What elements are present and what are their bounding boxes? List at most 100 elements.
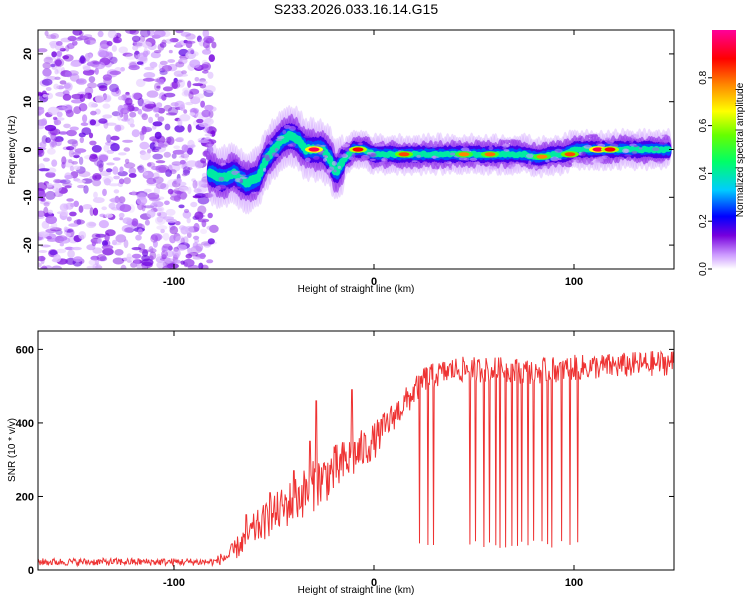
noise-blob — [150, 51, 161, 59]
noise-blob — [192, 256, 202, 260]
noise-blob — [94, 174, 102, 180]
ridge-speckle — [448, 166, 453, 170]
noise-blob — [92, 61, 101, 65]
noise-blob — [43, 206, 49, 215]
noise-blob — [92, 247, 103, 254]
noise-blob — [86, 40, 91, 45]
x-tick-label: 0 — [371, 276, 377, 288]
noise-blob — [201, 109, 211, 118]
noise-blob — [208, 54, 215, 62]
noise-blob — [141, 125, 147, 135]
noise-blob — [198, 122, 209, 127]
noise-blob — [70, 61, 82, 67]
noise-blob — [117, 96, 124, 101]
noise-blob — [47, 148, 56, 155]
noise-blob — [141, 102, 147, 111]
noise-blob — [73, 219, 86, 225]
noise-blob — [61, 104, 73, 110]
ridge-speckle — [464, 143, 469, 148]
noise-blob — [182, 210, 192, 219]
noise-blob — [207, 106, 217, 112]
noise-blob — [82, 204, 93, 210]
noise-blob — [165, 38, 173, 44]
noise-blob — [38, 182, 48, 191]
ridge-speckle — [656, 161, 664, 164]
ridge-speckle — [239, 174, 247, 177]
noise-blob — [202, 70, 209, 74]
noise-blob — [170, 81, 181, 89]
noise-blob — [183, 258, 195, 267]
noise-blob — [202, 150, 210, 157]
noise-blob — [97, 49, 107, 58]
noise-blob — [38, 48, 48, 53]
noise-blob — [162, 243, 172, 249]
noise-blob — [158, 164, 170, 173]
noise-blob — [136, 196, 148, 206]
ridge-speckle — [233, 186, 242, 189]
ridge-speckle — [508, 139, 517, 144]
noise-blob — [201, 264, 209, 269]
noise-blob — [181, 70, 187, 75]
noise-blob — [92, 263, 102, 269]
noise-blob — [103, 144, 110, 153]
y-tick-label: -10 — [22, 189, 34, 205]
noise-blob — [202, 30, 210, 38]
noise-blob — [165, 136, 172, 144]
noise-blob — [65, 45, 70, 52]
noise-blob — [49, 140, 55, 149]
noise-blob — [73, 256, 83, 263]
x-tick-label: 100 — [565, 276, 583, 288]
noise-blob — [137, 167, 147, 173]
noise-blob — [53, 254, 61, 263]
y-tick-label: 10 — [22, 96, 34, 108]
noise-blob — [171, 81, 179, 89]
noise-blob — [175, 235, 185, 244]
noise-blob — [147, 162, 152, 167]
noise-blob — [46, 236, 52, 240]
noise-blob — [56, 117, 65, 121]
x-tick-label: 0 — [371, 577, 377, 589]
noise-blob — [158, 78, 165, 85]
noise-blob — [109, 70, 121, 76]
spectrogram-x-axis-label: Height of straight line (km) — [298, 284, 415, 295]
ridge-speckle — [384, 161, 389, 165]
noise-blob — [46, 34, 57, 39]
noise-blob — [65, 109, 74, 118]
noise-blob — [152, 106, 159, 113]
noise-blob — [129, 30, 139, 35]
ridge-speckle — [630, 134, 640, 139]
noise-blob — [200, 64, 209, 69]
noise-blob — [44, 30, 49, 36]
noise-blob — [71, 93, 84, 100]
noise-blob — [41, 118, 48, 126]
noise-blob — [49, 249, 58, 256]
noise-blob — [186, 147, 193, 155]
noise-blob — [60, 179, 71, 185]
ridge-speckle — [416, 154, 421, 159]
spectrogram-plot-area — [38, 30, 672, 269]
noise-blob — [59, 242, 64, 247]
noise-blob — [127, 117, 135, 126]
noise-blob — [113, 189, 120, 194]
noise-blob — [203, 192, 214, 199]
noise-blob — [183, 208, 190, 214]
noise-blob — [111, 242, 122, 246]
noise-blob — [64, 174, 74, 180]
y-tick-label: 400 — [16, 418, 34, 430]
noise-blob — [152, 172, 160, 180]
noise-blob — [73, 151, 81, 155]
noise-blob — [140, 113, 147, 118]
noise-blob — [179, 114, 191, 122]
noise-blob — [63, 123, 71, 129]
spectrogram-y-axis: -20 -10 0 10 20 — [22, 48, 674, 253]
noise-blob — [91, 145, 102, 153]
noise-blob — [88, 132, 94, 139]
noise-blob — [179, 159, 186, 165]
noise-blob — [147, 30, 155, 37]
noise-blob — [178, 186, 190, 192]
noise-blob — [153, 30, 166, 38]
noise-blob — [51, 141, 57, 148]
noise-blob — [38, 146, 44, 155]
ridge-speckle — [276, 135, 285, 140]
